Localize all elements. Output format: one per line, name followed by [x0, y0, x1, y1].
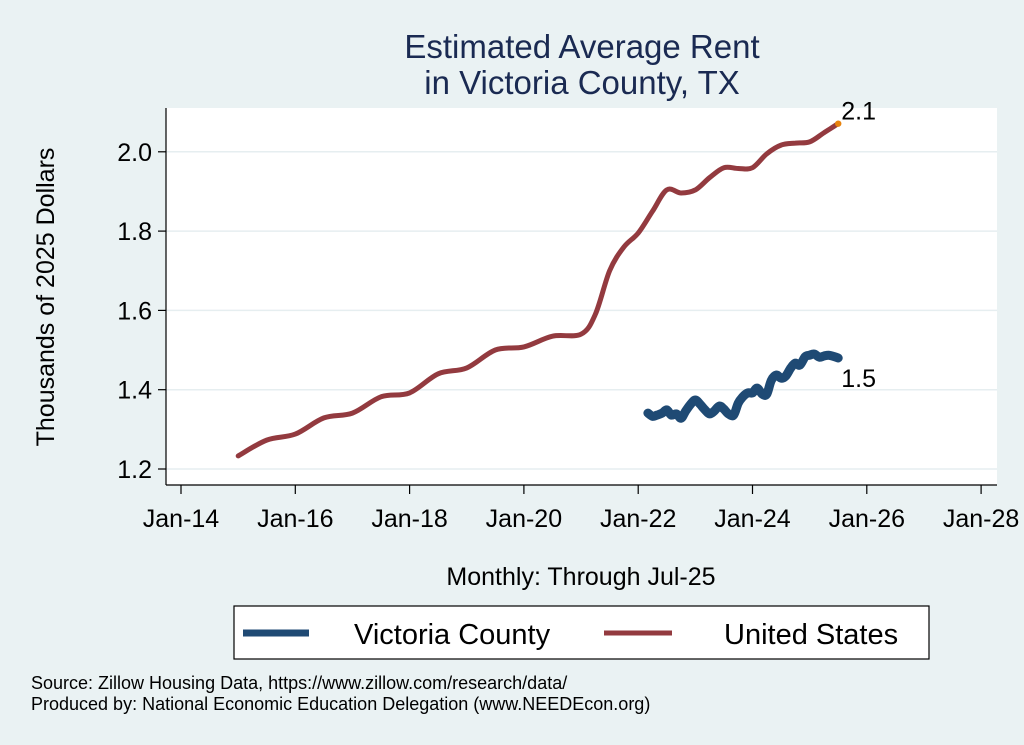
series-group: [235, 121, 843, 459]
y-axis-title: Thousands of 2025 Dollars: [32, 148, 60, 447]
legend-label-united-states: United States: [724, 619, 898, 651]
x-axis-title: Monthly: Through Jul-25: [446, 563, 715, 591]
chart-title-line-1: Estimated Average Rent: [404, 28, 759, 65]
producer-note: Produced by: National Economic Education…: [31, 694, 650, 714]
x-tick-label: Jan-24: [714, 505, 791, 533]
y-tick-label: 1.6: [117, 297, 152, 325]
y-tick-label: 1.8: [117, 218, 152, 246]
legend-label-victoria-county: Victoria County: [354, 619, 551, 651]
x-tick-label: Jan-14: [143, 505, 220, 533]
plot-area: [166, 108, 997, 485]
legend: Victoria County United States: [233, 605, 930, 660]
series-line-united-states: [235, 121, 841, 459]
end-label-united-states: 2.1: [841, 98, 876, 126]
x-axis-ticks: Jan-14 Jan-16 Jan-18 Jan-20 Jan-22 Jan-24 Jan-…: [143, 485, 1019, 533]
end-marker-united-states: [835, 120, 842, 127]
x-tick-label: Jan-28: [943, 505, 1019, 533]
end-label-victoria-county: 1.5: [841, 365, 876, 393]
series-line-victoria-county: [643, 349, 843, 423]
x-tick-label: Jan-18: [371, 505, 447, 533]
y-tick-label: 1.2: [117, 456, 152, 484]
end-labels: 1.5 2.1: [835, 98, 876, 393]
x-tick-label: Jan-22: [600, 505, 676, 533]
gridlines: [166, 151, 997, 470]
y-tick-label: 1.4: [117, 377, 152, 405]
chart-title-line-2: in Victoria County, TX: [424, 64, 739, 101]
x-tick-label: Jan-20: [486, 505, 562, 533]
source-note: Source: Zillow Housing Data, https://www…: [31, 673, 567, 693]
y-tick-label: 2.0: [117, 139, 152, 167]
y-axis-ticks: 1.2 1.4 1.6 1.8 2.0: [117, 139, 166, 484]
x-tick-label: Jan-26: [829, 505, 905, 533]
x-tick-label: Jan-16: [257, 505, 333, 533]
legend-box: [233, 605, 930, 660]
